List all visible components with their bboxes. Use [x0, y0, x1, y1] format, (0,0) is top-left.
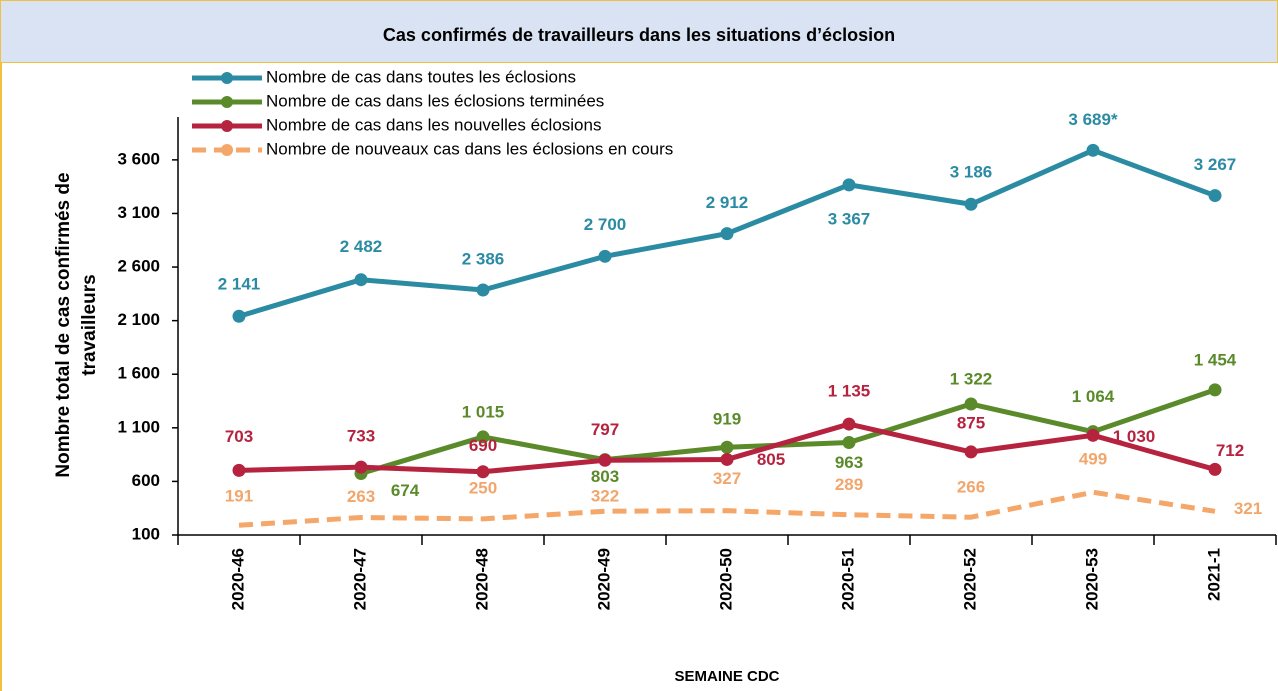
data-label: 499 [1079, 450, 1107, 469]
data-label: 919 [713, 410, 741, 429]
data-label: 797 [591, 420, 619, 439]
data-label: 2 386 [462, 249, 505, 268]
data-label: 712 [1216, 441, 1244, 460]
data-label: 1 064 [1072, 387, 1115, 406]
data-label: 2 912 [706, 193, 749, 212]
data-point [354, 460, 368, 474]
data-label: 875 [957, 413, 985, 432]
data-label: 2 482 [340, 237, 383, 256]
data-label: 250 [469, 478, 497, 497]
data-label: 733 [347, 427, 375, 446]
y-tick-label: 3 100 [117, 203, 160, 222]
legend-label: Nombre de nouveaux cas dans les éclosion… [266, 139, 673, 158]
data-point [720, 440, 734, 454]
data-point [842, 417, 856, 431]
data-label: 690 [469, 436, 497, 455]
data-label: 2 700 [584, 215, 627, 234]
data-point [232, 309, 246, 323]
x-tick-label: 2020-49 [594, 548, 613, 610]
data-label: 1 015 [462, 402, 505, 421]
x-tick-label: 2021-1 [1204, 548, 1223, 601]
data-point [598, 453, 612, 467]
x-tick-label: 2020-53 [1082, 548, 1101, 610]
x-tick-label: 2020-47 [350, 548, 369, 610]
data-point [1208, 383, 1222, 397]
data-point [1086, 428, 1100, 442]
data-label: 3 267 [1194, 155, 1237, 174]
data-label: 191 [225, 487, 253, 506]
y-tick-label: 1 100 [117, 417, 160, 436]
data-point [964, 445, 978, 459]
x-tick-label: 2020-48 [472, 548, 491, 610]
y-tick-label: 2 100 [117, 310, 160, 329]
data-label: 3 367 [828, 209, 871, 228]
data-label: 322 [591, 487, 619, 506]
x-tick-label: 2020-50 [716, 548, 735, 610]
x-tick-label: 2020-46 [228, 548, 247, 610]
y-tick-label: 1 600 [117, 364, 160, 383]
legend-marker [221, 96, 233, 108]
data-label: 263 [347, 487, 375, 506]
series-line [238, 489, 1216, 528]
data-point [842, 436, 856, 450]
y-axis-title-line: Nombre total de cas confirmés de [53, 172, 74, 477]
data-label: 805 [757, 450, 785, 469]
y-tick-label: 600 [132, 471, 160, 490]
title-band [0, 0, 1278, 63]
legend-label: Nombre de cas dans les nouvelles éclosio… [266, 115, 601, 134]
legend-label: Nombre de cas dans toutes les éclosions [266, 67, 576, 86]
data-point [1086, 143, 1100, 157]
data-label: 674 [391, 481, 420, 500]
data-point [598, 249, 612, 263]
y-tick-label: 100 [132, 524, 160, 543]
data-label: 803 [591, 467, 619, 486]
series-line [360, 387, 1216, 476]
y-tick-label: 2 600 [117, 257, 160, 276]
legend-marker [221, 120, 233, 132]
data-point [476, 465, 490, 479]
legend-marker [221, 72, 233, 84]
x-tick-label: 2020-51 [838, 548, 857, 610]
data-point [720, 227, 734, 241]
data-label: 3 186 [950, 163, 993, 182]
data-point [476, 283, 490, 297]
data-label: 1 030 [1113, 427, 1156, 446]
data-label: 289 [835, 475, 863, 494]
data-label: 2 141 [218, 275, 261, 294]
data-label: 1 135 [828, 382, 871, 401]
data-label: 327 [713, 469, 741, 488]
data-label: 321 [1234, 499, 1262, 518]
legend-label: Nombre de cas dans les éclosions terminé… [266, 91, 604, 110]
x-tick-label: 2020-52 [960, 548, 979, 610]
data-point [964, 197, 978, 211]
chart-title: Cas confirmés de travailleurs dans les s… [383, 25, 895, 45]
data-point [232, 463, 246, 477]
legend-marker [221, 144, 233, 156]
data-label: 703 [225, 427, 253, 446]
data-point [476, 430, 490, 444]
data-point [842, 178, 856, 192]
data-label: 1 322 [950, 370, 993, 389]
data-point [720, 452, 734, 466]
y-axis-title-line: travailleurs [79, 274, 100, 375]
data-label: 266 [957, 478, 985, 497]
data-label: 3 689* [1068, 110, 1118, 129]
y-axis-title: Nombre total de cas confirmés de travail… [53, 172, 100, 477]
x-axis-title: SEMAINE CDC [674, 668, 779, 685]
data-point [1208, 462, 1222, 476]
data-label: 963 [835, 453, 863, 472]
data-point [354, 273, 368, 287]
data-point [1208, 189, 1222, 203]
y-tick-label: 3 600 [117, 149, 160, 168]
data-label: 1 454 [1194, 350, 1237, 369]
data-point [964, 397, 978, 411]
